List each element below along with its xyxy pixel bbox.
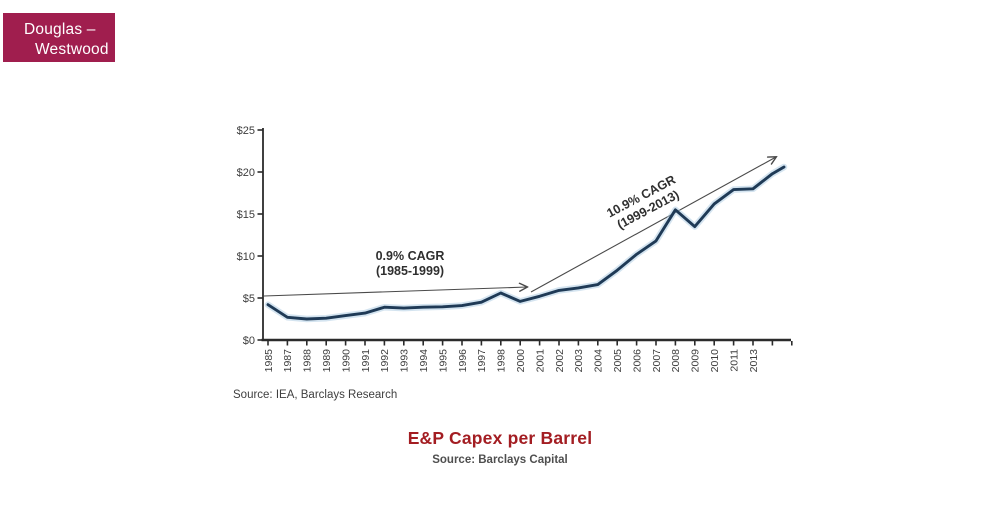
cagr-arrow-2 — [530, 157, 776, 293]
x-tick-label: 1995 — [437, 349, 449, 373]
x-tick-label: 2009 — [690, 349, 702, 373]
logo-text-line1: Douglas – — [24, 21, 96, 38]
x-tick-label: 2008 — [670, 349, 682, 373]
x-tick-label: 1985 — [263, 349, 275, 373]
x-tick-label: 1990 — [340, 349, 352, 373]
y-tick-label: $10 — [237, 251, 255, 263]
x-tick-label: 2010 — [709, 349, 721, 373]
chart-source-caption: Source: IEA, Barclays Research — [233, 389, 398, 401]
x-tick-label: 2001 — [534, 349, 546, 373]
x-tick-label: 2011 — [728, 349, 740, 372]
page-subtitle: Source: Barclays Capital — [432, 454, 568, 466]
y-tick-label: $15 — [237, 209, 255, 221]
logo-text-line2: Westwood — [35, 41, 109, 59]
x-tick-label: 2007 — [651, 349, 663, 373]
x-tick-label: 1996 — [457, 349, 469, 373]
x-tick-label: 2002 — [554, 349, 566, 373]
series-halo — [264, 163, 788, 323]
x-tick-label: 1998 — [496, 349, 508, 373]
svg-text:10.9% CAGR(1999-2013): 10.9% CAGR(1999-2013) — [604, 173, 684, 234]
y-tick-label: $5 — [243, 293, 255, 305]
douglas-westwood-logo: Douglas – Westwood — [3, 13, 115, 62]
x-tick-label: 2004 — [593, 349, 605, 373]
x-tick-label: 1994 — [418, 349, 430, 373]
footer-block: E&P Capex per Barrel Source: Barclays Ca… — [8, 428, 992, 466]
x-tick-label: 2013 — [748, 349, 760, 373]
y-tick-label: $25 — [237, 125, 255, 137]
x-tick-label: 1992 — [379, 349, 391, 373]
svg-text:0.9% CAGR(1985-1999): 0.9% CAGR (1985-1999) — [376, 249, 445, 278]
x-tick-label: 2006 — [631, 349, 643, 373]
x-tick-label: 1991 — [360, 349, 372, 373]
x-tick-label: 1988 — [302, 349, 314, 373]
y-tick-label: $20 — [237, 167, 255, 179]
x-tick-label: 2000 — [515, 349, 527, 373]
page-title: E&P Capex per Barrel — [407, 428, 593, 448]
x-tick-label: 1993 — [399, 349, 411, 373]
y-tick-label: $0 — [243, 335, 255, 347]
cagr-annotation-1: 0.9% CAGR (1985-1999) — [376, 249, 445, 278]
series-line — [266, 165, 786, 321]
x-tick-label: 1989 — [321, 349, 333, 373]
x-tick-label: 2005 — [612, 349, 624, 373]
x-tick-label: 2003 — [573, 349, 585, 373]
cagr-arrow-1 — [263, 287, 527, 297]
x-tick-label: 1997 — [476, 349, 488, 373]
x-tick-label: 1987 — [282, 349, 294, 373]
cagr-annotation-2: 10.9% CAGR(1999-2013) — [604, 173, 684, 234]
